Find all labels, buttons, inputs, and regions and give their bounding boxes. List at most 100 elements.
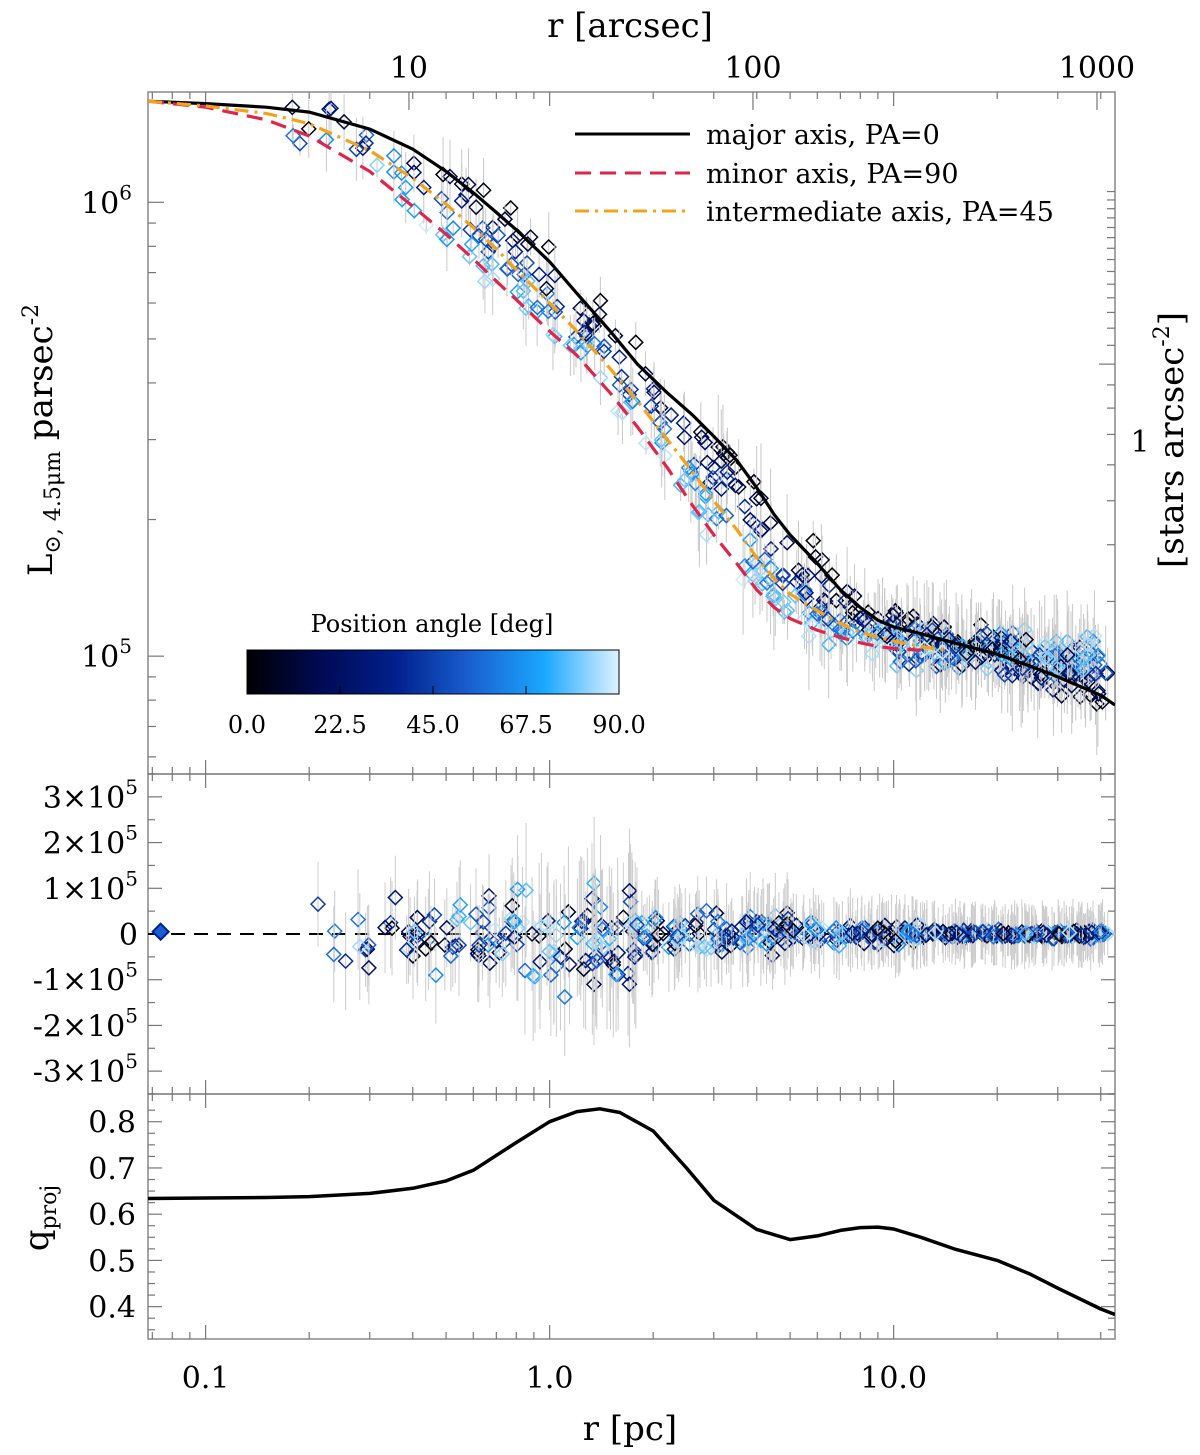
data-point — [740, 930, 757, 947]
data-point — [756, 551, 773, 568]
data-point — [611, 376, 628, 394]
data-point — [687, 917, 704, 934]
data-point — [723, 923, 740, 940]
data-point — [862, 928, 880, 945]
data-point — [476, 273, 493, 290]
data-point — [713, 943, 730, 961]
data-point — [1099, 665, 1115, 682]
data-point — [463, 236, 480, 253]
data-point — [573, 913, 590, 930]
data-point — [646, 384, 663, 401]
data-point — [556, 914, 573, 931]
data-point — [810, 921, 827, 938]
data-point — [601, 930, 618, 947]
data-point — [721, 447, 739, 464]
data-point — [484, 270, 501, 287]
data-point — [739, 939, 756, 956]
data-point — [689, 938, 707, 955]
data-point — [675, 415, 692, 432]
data-point — [856, 611, 873, 628]
data-point — [869, 920, 886, 937]
bottom-y-tick-label: 0.4 — [88, 1291, 136, 1326]
data-point — [475, 182, 492, 199]
data-point — [1037, 923, 1054, 940]
data-point — [853, 922, 870, 939]
data-point — [1033, 669, 1050, 687]
bottom-x-tick-label: 0.1 — [182, 1361, 230, 1396]
data-point — [368, 157, 386, 174]
data-point — [477, 231, 494, 248]
data-point — [1004, 667, 1021, 684]
data-point — [797, 584, 815, 601]
data-point — [490, 227, 507, 244]
data-point — [709, 913, 726, 930]
data-point — [506, 913, 523, 930]
data-point — [1002, 633, 1019, 650]
data-point — [1040, 650, 1058, 667]
data-point — [972, 628, 989, 645]
data-point — [1061, 924, 1078, 941]
right-y-axis-title: [stars arcsec-2] — [1150, 312, 1192, 568]
data-point — [588, 952, 605, 969]
colorbar-tick-3: 67.5 — [499, 711, 552, 739]
data-point — [934, 644, 951, 661]
data-point — [742, 511, 759, 528]
data-point — [1089, 682, 1106, 699]
profile-model-lines — [148, 99, 1115, 707]
data-point — [621, 882, 638, 899]
data-point — [974, 923, 991, 940]
data-point — [531, 928, 548, 945]
data-point — [349, 911, 367, 928]
data-point — [438, 919, 455, 936]
data-point — [516, 266, 533, 283]
data-point — [774, 575, 791, 592]
data-point — [887, 932, 904, 949]
data-point — [860, 621, 877, 638]
residual-points — [148, 816, 1115, 1057]
data-point — [417, 940, 434, 958]
axis-ticks — [148, 92, 1115, 1339]
data-point — [586, 875, 603, 892]
data-point — [875, 924, 892, 941]
data-point — [452, 896, 469, 913]
data-point — [486, 921, 503, 938]
top-y-tick-label: 105 — [81, 634, 132, 675]
data-point — [967, 924, 984, 941]
colorbar-tick-0: 0.0 — [228, 711, 266, 739]
data-point — [385, 147, 402, 164]
ylabel-exp: -2 — [19, 304, 44, 325]
data-point — [626, 949, 643, 966]
data-point — [887, 602, 904, 619]
qproj-label-main: q — [17, 1229, 57, 1251]
data-point — [788, 574, 805, 591]
data-point — [697, 485, 714, 502]
data-point — [719, 463, 736, 481]
data-point — [900, 610, 917, 628]
data-point — [877, 636, 894, 653]
data-point — [531, 953, 549, 970]
bottom-y-axis-title: qproj — [17, 1185, 62, 1251]
data-point — [480, 887, 498, 904]
data-point — [752, 490, 770, 507]
right-ylabel-close: ] — [1152, 312, 1192, 325]
data-point — [912, 917, 929, 934]
data-point — [916, 640, 933, 657]
data-point — [831, 937, 848, 954]
data-point — [730, 478, 747, 496]
data-point — [595, 343, 613, 360]
data-point — [450, 937, 468, 954]
data-point — [844, 604, 861, 621]
data-point — [765, 586, 782, 603]
data-point — [358, 126, 375, 144]
data-point — [819, 611, 837, 628]
data-point — [1074, 927, 1091, 944]
data-point — [745, 514, 762, 532]
mid-y-tick-label: 1×105 — [43, 866, 138, 907]
bottom-x-axis-title: r [pc] — [583, 1409, 677, 1449]
data-point — [483, 256, 501, 273]
data-point — [907, 652, 924, 669]
top-x-tick-label: 1000 — [1059, 51, 1135, 86]
mid-y-tick-label: -2×105 — [33, 1003, 138, 1044]
data-point — [337, 953, 354, 970]
